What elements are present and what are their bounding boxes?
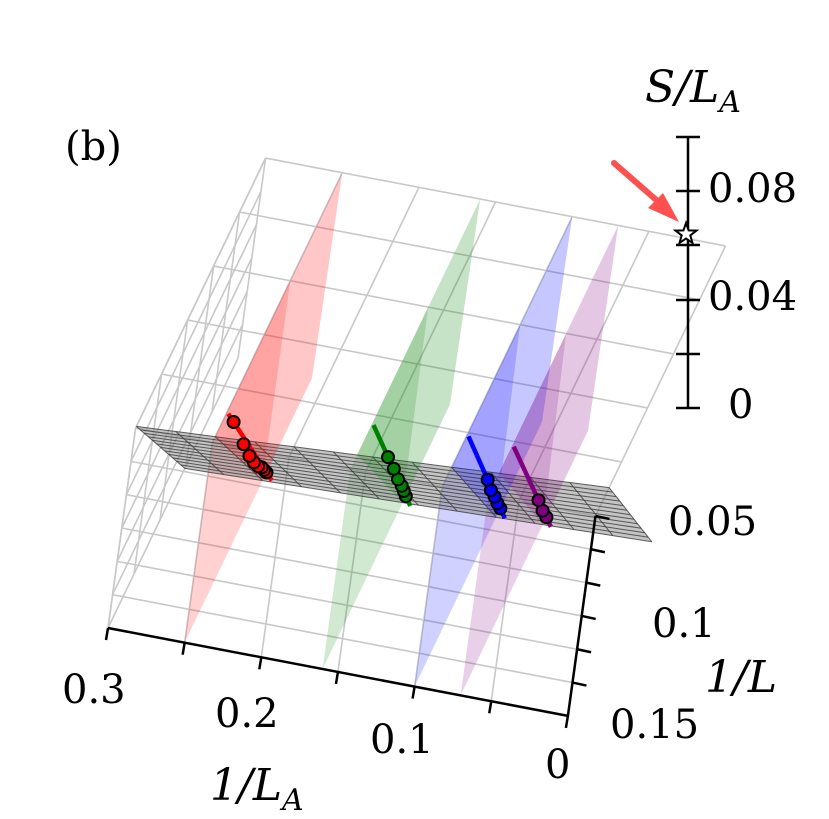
grid-line (112, 593, 573, 684)
data-point (480, 472, 495, 487)
x-tick (181, 642, 186, 655)
grid-line (239, 211, 700, 301)
grid-line (116, 291, 248, 562)
arrow-head (648, 193, 679, 222)
z-tick-label: 0 (728, 382, 753, 428)
data-point (381, 450, 395, 465)
y-tick (581, 614, 596, 621)
panel-label: (b) (65, 124, 122, 170)
grid-line (237, 157, 267, 359)
grid-line (288, 187, 420, 458)
y-tick (586, 581, 601, 587)
y-axis-label: 1/L (705, 652, 777, 703)
surface-mesh-line (144, 432, 617, 498)
grid-line (107, 427, 137, 629)
data-point (236, 437, 251, 452)
data-point (386, 461, 401, 476)
x-tick (411, 686, 416, 699)
grid-line (107, 357, 239, 629)
x-axis-label: 1/LA (210, 760, 304, 818)
surface-mesh-line (152, 439, 624, 507)
z-axis-label: S/LA (645, 62, 741, 120)
grid-line (441, 216, 573, 487)
x-tick-label: 0.3 (62, 667, 126, 713)
series-plane-upper (215, 172, 343, 481)
tick-labels: 0.3 0.2 0.1 0 0.05 0.1 0.15 0 0.04 0.08 (62, 166, 797, 788)
x-tick (334, 671, 340, 685)
grid-line (121, 257, 253, 529)
extrapolated-star-marker (672, 219, 700, 246)
grid-line (265, 157, 726, 247)
axis-lines (104, 135, 700, 729)
surface-mesh-line (180, 464, 649, 538)
grid-line (161, 373, 622, 463)
grid-line (133, 373, 163, 575)
y-tick-label: 0.1 (652, 601, 716, 647)
z-tick-label: 0.04 (708, 274, 797, 320)
surface-mesh-line (148, 436, 620, 502)
grid-line (187, 319, 648, 409)
series-plane-lower (460, 333, 567, 696)
series-plane-upper (357, 199, 481, 503)
z-tick-label: 0.08 (708, 166, 797, 212)
grid-line (364, 201, 497, 473)
series-plane-upper (498, 225, 619, 525)
grid-line (518, 230, 650, 502)
data-point (242, 448, 257, 463)
x-tick (564, 715, 570, 729)
y-tick (572, 681, 587, 687)
grid-line (134, 157, 267, 429)
y-tick (595, 514, 610, 521)
x-tick-label: 0.1 (370, 717, 434, 763)
x-tick (258, 657, 263, 670)
grid-line (211, 211, 241, 413)
grid-line (111, 324, 244, 596)
x-tick-label: 0 (545, 742, 570, 788)
surface-mesh-line (184, 467, 652, 543)
grid-line (159, 319, 189, 521)
y-tick (590, 548, 606, 554)
front-layer (215, 172, 619, 528)
grid-line (117, 560, 578, 651)
y-tick (576, 648, 592, 654)
grid-line (130, 191, 262, 462)
data-point (226, 415, 241, 429)
grid-line (213, 265, 674, 355)
y-tick-label: 0.05 (668, 499, 757, 545)
y-tick-label: 0.15 (610, 702, 699, 748)
series-plane-upper (451, 216, 573, 518)
x-tick-label: 0.2 (215, 691, 279, 737)
grid-line (126, 493, 587, 584)
grid-line (211, 172, 343, 444)
grid-line (130, 460, 592, 551)
grid-line (594, 245, 727, 517)
grid-line (121, 527, 582, 617)
x-tick (104, 627, 110, 641)
grid-lines (107, 157, 727, 717)
grid-line (185, 265, 215, 467)
x-tick (488, 701, 493, 714)
surface-mesh-line (140, 429, 613, 493)
data-point (531, 493, 546, 508)
